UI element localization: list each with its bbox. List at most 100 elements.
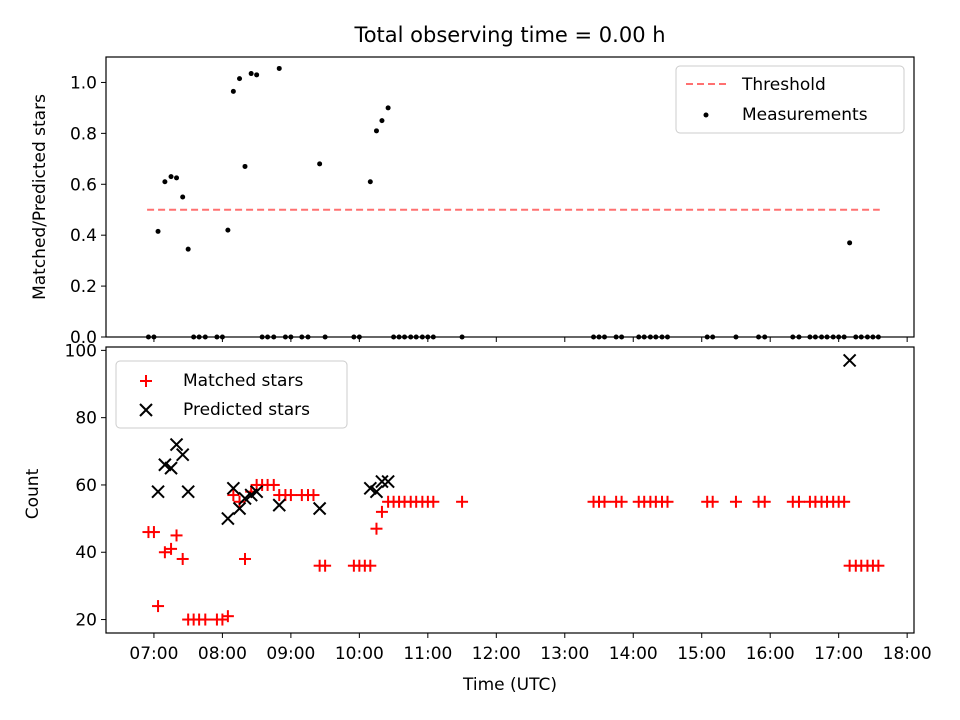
measurement-point [168, 174, 174, 180]
matched-star-point [152, 600, 165, 613]
measurement-point [237, 76, 243, 82]
x-tick-label: 13:00 [540, 644, 589, 664]
predicted-star-point [232, 501, 247, 516]
predicted-legend-label: Predicted stars [183, 400, 310, 420]
matched-star-point [199, 613, 212, 626]
measurement-point [379, 118, 385, 124]
top-y-tick-label: 0.4 [70, 226, 97, 246]
measurement-point [180, 194, 186, 200]
matched-star-point [239, 552, 252, 565]
x-tick-label: 16:00 [746, 644, 795, 664]
top-chart-title: Total observing time = 0.00 h [353, 23, 665, 47]
measurement-point [242, 163, 248, 169]
matched-star-point [221, 610, 234, 623]
measurement-point [185, 246, 191, 252]
matched-star-point [165, 542, 178, 555]
matched-star-point [872, 559, 885, 572]
measurements-legend-label: Measurements [742, 105, 868, 125]
top-y-axis-label: Matched/Predicted stars [30, 94, 50, 300]
measurement-point [847, 240, 853, 246]
predicted-star-point [249, 484, 264, 499]
x-tick-label: 12:00 [472, 644, 521, 664]
bottom-y-tick-label: 80 [75, 409, 97, 429]
measurement-point [174, 175, 180, 181]
top-y-tick-label: 0.2 [70, 277, 97, 297]
bottom-y-tick-label: 100 [65, 341, 97, 361]
predicted-star-point [381, 474, 395, 489]
matched-star-point [661, 495, 674, 508]
matched-star-point [227, 489, 240, 502]
threshold-legend-label: Threshold [741, 75, 826, 95]
predicted-legend-swatch [139, 403, 153, 417]
bottom-y-tick-label: 40 [75, 543, 97, 563]
predicted-star-point [151, 484, 165, 499]
top-axes-frame [105, 56, 915, 338]
x-tick-label: 10:00 [335, 644, 384, 664]
matched-star-point [370, 522, 383, 535]
predicted-star-point [226, 481, 241, 496]
matched-star-point [729, 495, 742, 508]
x-tick-label: 17:00 [814, 644, 863, 664]
measurement-point [225, 227, 231, 233]
matched-star-point [147, 526, 160, 539]
x-tick-label: 11:00 [403, 644, 452, 664]
matched-star-point [758, 495, 771, 508]
predicted-star-point [158, 458, 172, 472]
measurement-point [385, 105, 391, 111]
measurement-point [162, 179, 168, 185]
matched-star-point [364, 559, 377, 572]
predicted-star-point [842, 353, 857, 368]
matched-star-point [598, 495, 611, 508]
bottom-y-tick-label: 60 [75, 476, 97, 496]
matched-star-point [838, 495, 851, 508]
top-y-tick-label: 0.8 [70, 124, 97, 144]
measurements-legend-swatch [703, 112, 709, 118]
top-y-tick-label: 1.0 [70, 73, 97, 93]
x-tick-label: 09:00 [266, 644, 315, 664]
matched-star-point [792, 495, 805, 508]
x-tick-label: 08:00 [198, 644, 247, 664]
measurement-point [317, 161, 323, 167]
matched-star-point [427, 495, 440, 508]
measurement-point [248, 71, 254, 77]
predicted-star-point [272, 498, 286, 512]
matched-star-point [267, 478, 280, 491]
matched-star-point [456, 495, 469, 508]
bottom-panel: Count Time (UTC) 20 40 60 80 100 07:00 08:00 09… [23, 341, 932, 695]
bottom-legend-box [115, 360, 348, 429]
predicted-star-point [221, 511, 235, 526]
bottom-y-tick-label: 20 [75, 611, 97, 631]
predicted-star-point [312, 501, 327, 516]
x-axis-label: Time (UTC) [462, 675, 557, 695]
predicted-star-point [369, 484, 384, 499]
matched-star-point [170, 529, 183, 542]
measurement-point [230, 88, 236, 94]
predicted-star-point [363, 481, 378, 496]
bottom-legend: Matched stars Predicted stars [115, 360, 348, 429]
matched-star-point [319, 559, 332, 572]
measurement-point [254, 72, 260, 78]
top-legend: Threshold Measurements [675, 65, 905, 134]
matched-star-point [158, 546, 171, 559]
matched-star-point [176, 552, 189, 565]
measurement-point [276, 65, 282, 71]
predicted-star-point [169, 437, 184, 452]
top-y-tick-label: 0.6 [70, 175, 97, 195]
bottom-axes-frame [105, 346, 915, 634]
measurement-point [373, 128, 379, 134]
x-tick-label: 14:00 [609, 644, 658, 664]
bottom-y-axis-label: Count [23, 468, 43, 519]
top-panel: Total observing time = 0.00 h Matched/Pr… [30, 23, 915, 348]
matched-star-point [307, 489, 320, 502]
x-tick-label: 07:00 [129, 644, 178, 664]
matched-star-point [284, 489, 297, 502]
top-y-tick-label: 0.0 [70, 328, 97, 348]
predicted-star-point [181, 484, 195, 499]
matched-star-point [375, 505, 388, 518]
x-tick-label: 18:00 [883, 644, 932, 664]
matched-star-point [233, 495, 246, 508]
predicted-star-point [375, 474, 389, 489]
x-tick-label: 15:00 [677, 644, 726, 664]
matched-legend-label: Matched stars [183, 371, 303, 391]
